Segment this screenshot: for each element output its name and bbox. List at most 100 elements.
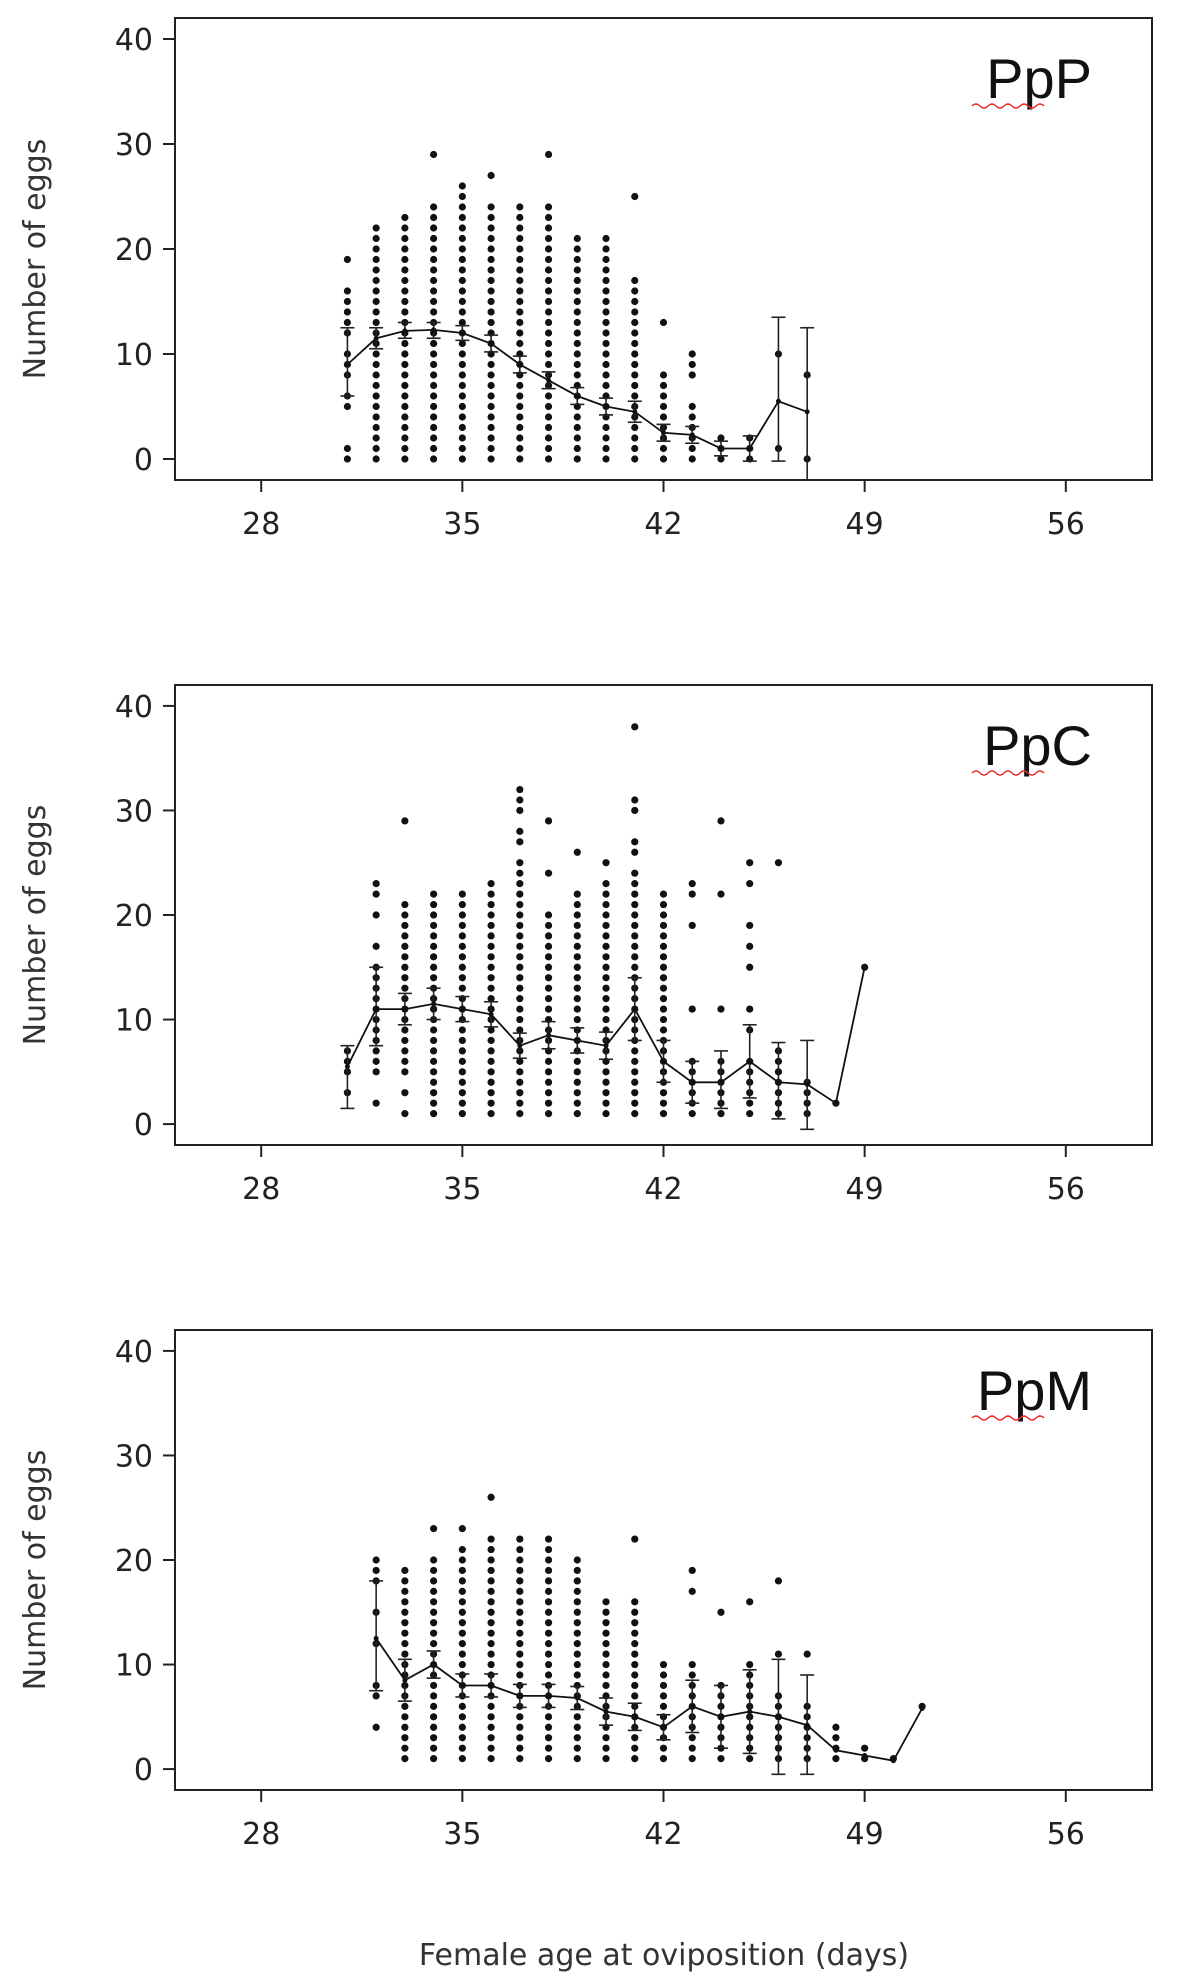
data-point bbox=[430, 1089, 438, 1097]
data-point bbox=[487, 1535, 495, 1543]
data-point bbox=[544, 953, 553, 961]
y-tick-label: 10 bbox=[115, 1004, 153, 1039]
data-point bbox=[516, 413, 524, 421]
data-point bbox=[573, 444, 581, 453]
data-point bbox=[516, 974, 524, 982]
data-point bbox=[516, 1723, 524, 1731]
data-point bbox=[544, 255, 553, 264]
data-point bbox=[746, 1755, 754, 1763]
data-point bbox=[631, 796, 639, 804]
data-point bbox=[430, 890, 438, 898]
data-point bbox=[430, 1734, 438, 1742]
data-point bbox=[458, 1057, 466, 1065]
x-tick-label: 42 bbox=[644, 1817, 682, 1852]
data-point bbox=[516, 392, 524, 400]
data-point bbox=[458, 1026, 466, 1034]
data-point bbox=[631, 1535, 639, 1543]
data-point bbox=[573, 1068, 581, 1076]
data-point bbox=[487, 1660, 495, 1669]
data-point bbox=[516, 276, 524, 285]
mean-point bbox=[632, 1006, 638, 1012]
data-point bbox=[458, 921, 466, 930]
mean-point bbox=[833, 1747, 839, 1753]
data-point bbox=[602, 1671, 610, 1679]
data-point bbox=[516, 963, 524, 971]
data-point bbox=[372, 392, 380, 400]
data-point bbox=[458, 1608, 466, 1616]
data-point bbox=[516, 880, 524, 888]
data-point bbox=[516, 1598, 524, 1606]
data-point bbox=[487, 1619, 495, 1627]
y-tick-label: 30 bbox=[115, 794, 153, 829]
data-point bbox=[544, 1057, 553, 1065]
data-point bbox=[487, 880, 495, 888]
data-point bbox=[372, 297, 380, 306]
data-point bbox=[401, 953, 409, 961]
data-point bbox=[372, 911, 380, 919]
data-point bbox=[544, 276, 553, 285]
data-point bbox=[430, 255, 438, 264]
data-point bbox=[544, 921, 553, 930]
data-point bbox=[602, 963, 610, 971]
data-point bbox=[516, 1057, 524, 1065]
data-point bbox=[487, 213, 495, 222]
data-point bbox=[688, 371, 696, 379]
x-tick-label: 56 bbox=[1047, 1817, 1085, 1852]
data-point bbox=[516, 1660, 524, 1669]
data-point bbox=[659, 1702, 668, 1710]
data-point bbox=[602, 423, 610, 432]
panel-label: PpM bbox=[977, 1359, 1092, 1422]
data-point bbox=[602, 255, 610, 264]
data-point bbox=[401, 224, 409, 232]
mean-point bbox=[804, 1081, 810, 1087]
data-point bbox=[516, 255, 524, 264]
mean-point bbox=[747, 1058, 753, 1064]
data-point bbox=[516, 1099, 524, 1107]
data-point bbox=[401, 1057, 409, 1065]
data-point bbox=[372, 423, 380, 432]
data-point bbox=[573, 911, 581, 919]
data-point bbox=[602, 1734, 610, 1742]
data-point bbox=[746, 1598, 754, 1606]
data-point bbox=[659, 1015, 668, 1024]
data-point bbox=[487, 381, 495, 390]
data-point bbox=[372, 455, 380, 463]
data-point bbox=[458, 234, 466, 243]
data-point bbox=[516, 444, 524, 453]
data-point bbox=[544, 413, 553, 421]
data-point bbox=[516, 224, 524, 232]
data-point bbox=[688, 1587, 696, 1595]
data-point bbox=[487, 1734, 495, 1742]
mean-point bbox=[833, 1100, 839, 1106]
data-point bbox=[631, 318, 639, 327]
data-point bbox=[573, 1078, 581, 1086]
data-point bbox=[516, 318, 524, 327]
mean-point bbox=[862, 1753, 868, 1758]
data-point bbox=[458, 1744, 466, 1752]
data-point bbox=[487, 444, 495, 453]
data-point bbox=[458, 1577, 466, 1585]
data-point bbox=[487, 953, 495, 961]
data-point bbox=[372, 1723, 380, 1731]
data-point bbox=[659, 1099, 668, 1107]
data-point bbox=[458, 911, 466, 919]
data-point bbox=[516, 890, 524, 898]
chart-panel-ppc: 0 10 20 30 40 28 35 42 49 56 Number of eggs PpC bbox=[18, 684, 1153, 1207]
data-point bbox=[631, 869, 639, 877]
data-point bbox=[372, 350, 380, 358]
data-point bbox=[458, 1598, 466, 1606]
data-point bbox=[430, 1723, 438, 1731]
mean-point bbox=[775, 1079, 781, 1085]
data-point bbox=[573, 921, 581, 930]
data-point bbox=[487, 1089, 495, 1097]
data-point bbox=[430, 1078, 438, 1086]
data-point bbox=[430, 1068, 438, 1076]
mean-point bbox=[431, 327, 437, 333]
data-point bbox=[401, 1734, 409, 1742]
data-point bbox=[458, 890, 466, 898]
data-point bbox=[372, 1566, 380, 1575]
data-point bbox=[516, 245, 524, 253]
data-point bbox=[343, 444, 352, 453]
x-tick-label: 42 bbox=[644, 507, 682, 542]
